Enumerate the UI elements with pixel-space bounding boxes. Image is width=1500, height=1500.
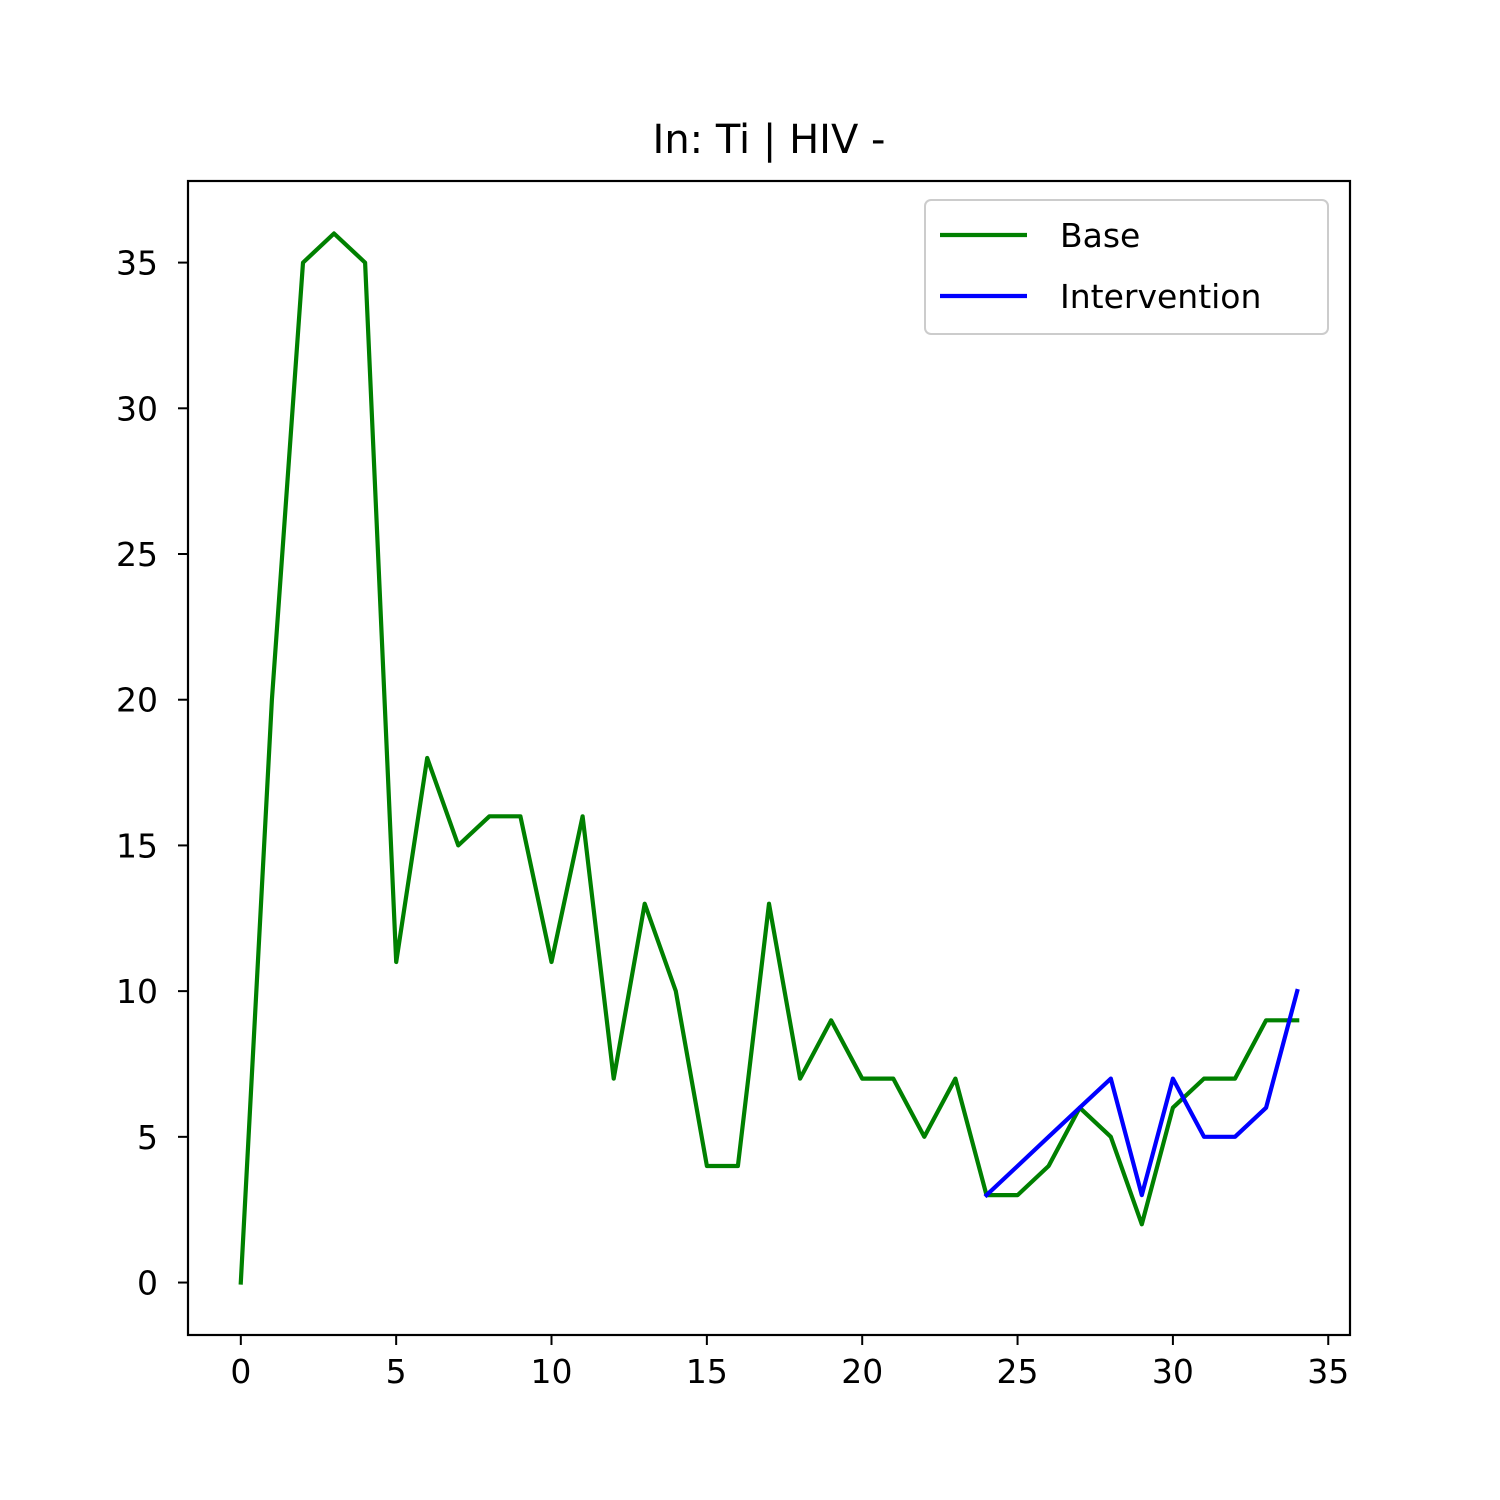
x-tick-label: 30 [1152, 1352, 1194, 1391]
x-tick-label: 10 [531, 1352, 573, 1391]
x-tick-label: 0 [230, 1352, 251, 1391]
y-tick-label: 0 [137, 1264, 158, 1303]
x-tick-label: 25 [997, 1352, 1039, 1391]
y-tick-label: 15 [116, 826, 158, 865]
x-tick-label: 15 [686, 1352, 728, 1391]
y-tick-label: 10 [116, 972, 158, 1011]
chart-title: In: Ti | HIV - [653, 117, 886, 163]
y-axis: 0 5 10 15 20 25 30 35 [116, 244, 188, 1303]
y-tick-label: 20 [116, 681, 158, 720]
legend-label-0: Base [1060, 216, 1140, 255]
y-tick-label: 5 [137, 1118, 158, 1157]
y-tick-label: 30 [116, 389, 158, 428]
legend: Base Intervention [924, 199, 1329, 335]
x-tick-label: 20 [841, 1352, 883, 1391]
plot-frame [186, 179, 1352, 1337]
y-tick-label: 35 [116, 244, 158, 283]
x-axis: 0 5 10 15 20 25 30 35 [230, 1335, 1349, 1391]
x-tick-label: 35 [1307, 1352, 1349, 1391]
series-layer [238, 231, 1300, 1285]
y-tick-label: 25 [116, 535, 158, 574]
legend-label-1: Intervention [1060, 277, 1261, 316]
x-tick-label: 5 [386, 1352, 407, 1391]
